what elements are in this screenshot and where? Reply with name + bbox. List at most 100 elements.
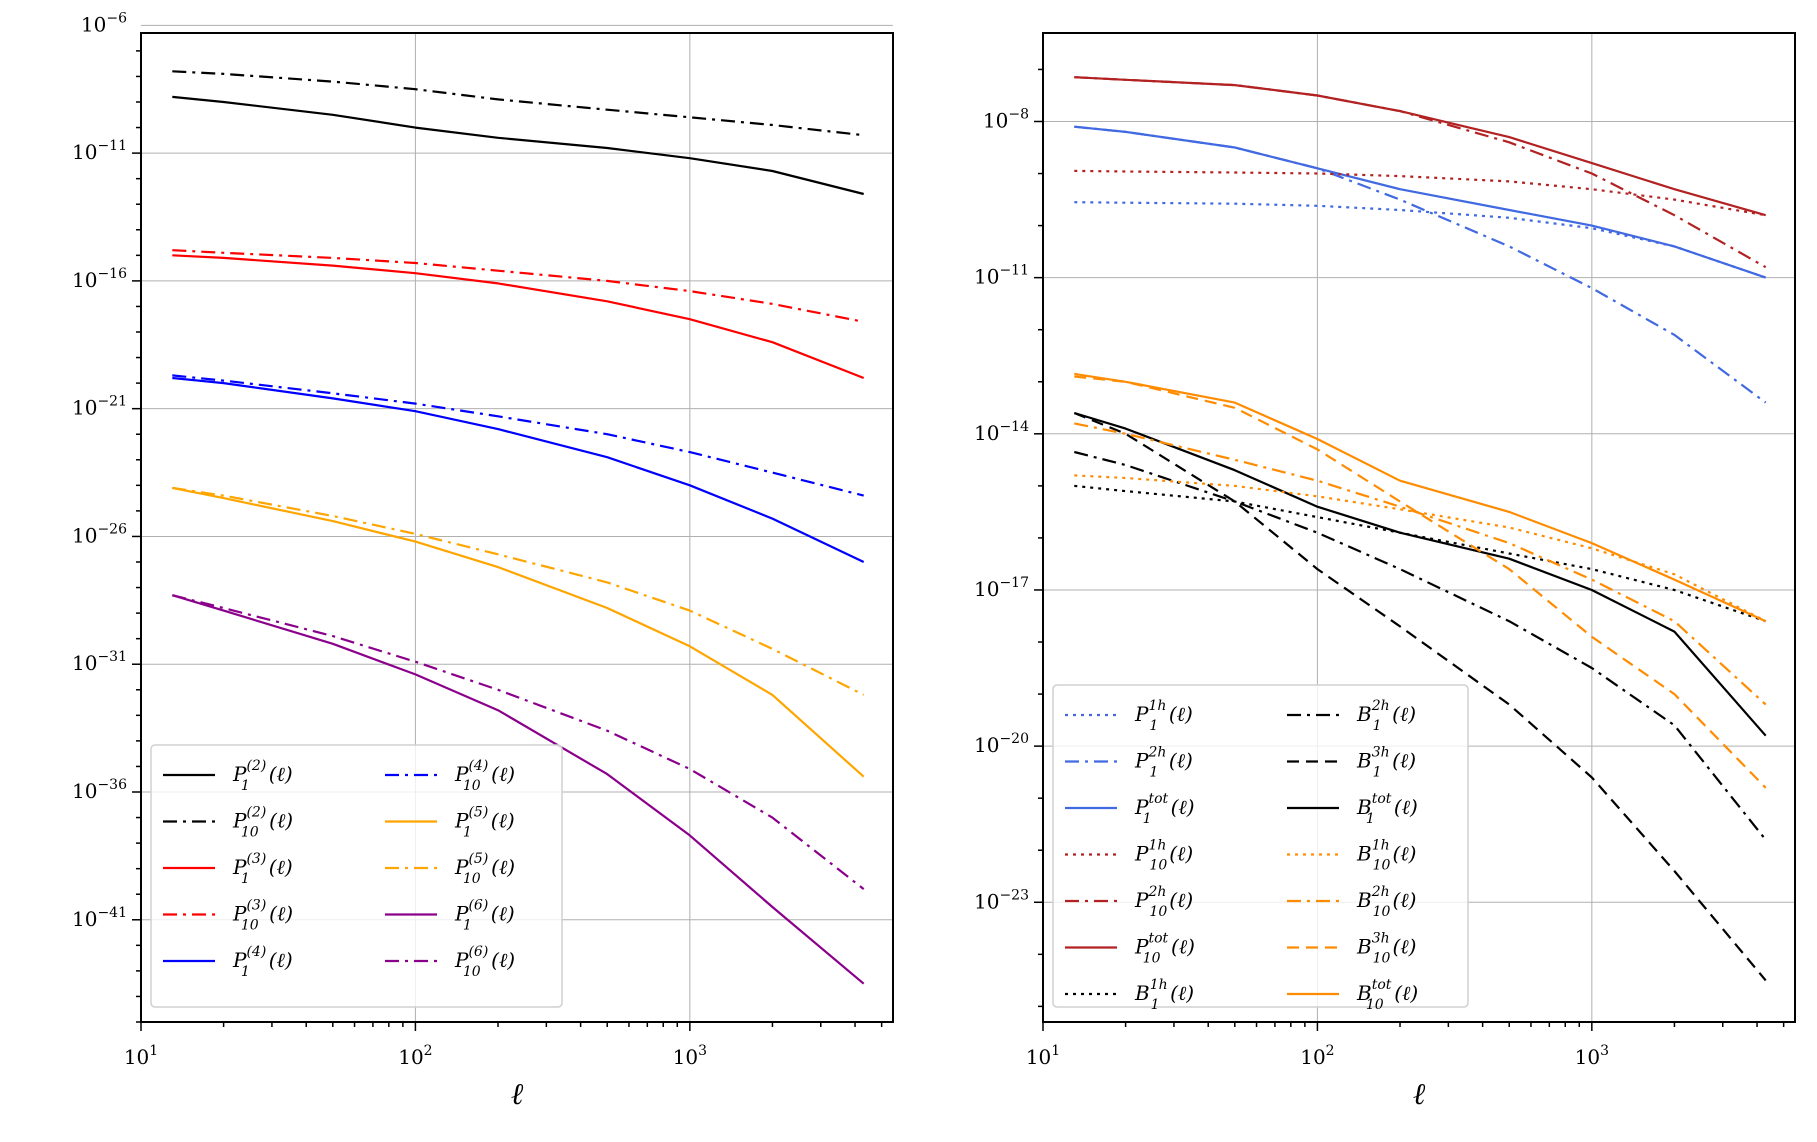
legend-label: B1h 10 (ℓ) (1356, 838, 1416, 874)
y-tick-label: 10−41 (72, 905, 127, 931)
x-tick-label: 101 (1026, 1043, 1060, 1069)
legend-item-P1_tot: Ptot 1 (ℓ) (1065, 791, 1195, 827)
series-line-P1_5 (172, 486, 865, 778)
y-tick-label: 10−16 (72, 266, 127, 292)
legend: P(2) 1 (ℓ) P(2) 10 (ℓ) P(3) 1 (ℓ) P(3) 10 (ℓ) P(4) 1(… (150, 744, 563, 1008)
legend-label: Ptot 1 (ℓ) (1134, 791, 1195, 827)
chart-panel-right: 101 102 103 10−8 10−11 10−14 10−17 10−20 10−23 ℓ P… (974, 32, 1796, 1112)
x-tick-label: 102 (1300, 1043, 1334, 1069)
legend-label: P(3) 10 (ℓ) (232, 898, 293, 934)
legend-label: P(4) 10 (ℓ) (454, 758, 515, 794)
y-tick-label: 10−36 (72, 777, 127, 803)
series-line-P10_4 (172, 374, 864, 497)
legend-box (150, 744, 563, 1008)
y-tick-label: 10−8 (983, 106, 1029, 132)
legend-item-P1_1h: P1h 1 (ℓ) (1065, 698, 1193, 734)
series-line-P10_tot (1074, 76, 1767, 217)
legend-item-P10_5: P(5) 10 (ℓ) (385, 851, 515, 887)
series-line-B10_3h (1074, 375, 1767, 789)
series-group (1073, 76, 1767, 982)
legend-label: P(5) 1 (ℓ) (454, 805, 515, 841)
series-line-P10_3 (172, 249, 864, 323)
series-line-B1_1h (1074, 484, 1767, 623)
x-tick-label: 102 (398, 1043, 432, 1069)
legend-label: P(4) 1 (ℓ) (232, 944, 293, 980)
legend-item-P10_2h: P2h 10 (ℓ) (1065, 884, 1193, 920)
legend-label: P1h 1 (ℓ) (1134, 698, 1193, 734)
legend-item-B1_tot: Btot 1 (ℓ) (1287, 791, 1418, 827)
legend-item-P10_4: P(4) 10 (ℓ) (385, 758, 515, 794)
legend-label: Btot 1 (ℓ) (1356, 791, 1418, 827)
plot-frame (1042, 32, 1796, 1023)
legend-label: B1h 1 (ℓ) (1134, 977, 1194, 1013)
legend-label: P2h 1 (ℓ) (1134, 745, 1193, 781)
y-tick-label: 10−26 (72, 521, 127, 547)
series-line-P10_5 (172, 486, 865, 696)
legend-item-P1_5: P(5) 1 (ℓ) (385, 805, 515, 841)
series-line-B10_1h (1074, 474, 1767, 623)
x-tick-label: 103 (673, 1043, 707, 1069)
legend-item-P10_2: P(2) 10 (ℓ) (163, 805, 293, 841)
legend-item-P1_2h: P2h 1 (ℓ) (1065, 745, 1193, 781)
legend-label: P2h 10 (ℓ) (1134, 884, 1193, 920)
series-line-P1_2h (1074, 125, 1767, 404)
series-line-P1_2 (172, 95, 864, 196)
legend-item-B10_3h: B3h 10 (ℓ) (1287, 931, 1416, 967)
legend-item-B10_1h: B1h 10 (ℓ) (1287, 838, 1416, 874)
plot-frame (140, 32, 894, 1023)
series-line-P10_6 (172, 594, 865, 890)
x-axis-title: ℓ (511, 1077, 524, 1112)
legend-label: B2h 10 (ℓ) (1356, 884, 1416, 920)
legend-label: B3h 1 (ℓ) (1356, 745, 1416, 781)
x-tick-label: 101 (124, 1043, 158, 1069)
legend-label: P(6) 1 (ℓ) (454, 898, 515, 934)
series-line-B1_2h (1074, 450, 1767, 841)
series-line-P1_tot (1074, 125, 1767, 279)
legend-item-P1_3: P(3) 1 (ℓ) (163, 851, 293, 887)
legend-label: Btot 10 (ℓ) (1356, 977, 1418, 1013)
legend-item-P10_6: P(6) 10 (ℓ) (385, 944, 515, 980)
series-line-P10_2 (172, 70, 864, 137)
y-tick-label: 10−31 (72, 649, 127, 675)
legend-label: B3h 10 (ℓ) (1356, 931, 1416, 967)
series-line-P10_2h (1074, 76, 1767, 269)
series-group (171, 70, 865, 985)
y-tick-label: 10−20 (974, 731, 1029, 757)
legend-item-B1_2h: B2h 1 (ℓ) (1287, 698, 1416, 734)
series-line-B1_3h (1073, 411, 1767, 982)
chart-panel-left: 101 102 103 10−6 10−11 10−16 10−21 10−26 10−31 10… (72, 10, 894, 1112)
legend-item-P1_2: P(2) 1 (ℓ) (163, 758, 293, 794)
y-tick-label: 10−14 (974, 419, 1029, 445)
series-line-P1_3 (172, 254, 865, 380)
series-line-P1_4 (172, 376, 865, 563)
legend-item-B10_2h: B2h 10 (ℓ) (1287, 884, 1416, 920)
legend-item-P1_4: P(4) 1 (ℓ) (163, 944, 293, 980)
legend-item-B10_tot: Btot 10 (ℓ) (1287, 977, 1418, 1013)
legend-box (1052, 684, 1469, 1008)
y-tick-label: 10−17 (974, 575, 1029, 601)
legend-label: P(2) 1 (ℓ) (232, 758, 293, 794)
legend-label: Ptot 10 (ℓ) (1134, 931, 1195, 967)
legend-item-P10_1h: P1h 10 (ℓ) (1065, 838, 1193, 874)
y-tick-label: 10−11 (974, 263, 1029, 289)
y-tick-label: 10−23 (974, 887, 1029, 913)
legend-item-P10_tot: Ptot 10 (ℓ) (1065, 931, 1195, 967)
legend-item-P10_3: P(3) 10 (ℓ) (163, 898, 293, 934)
legend-label: B2h 1 (ℓ) (1356, 698, 1416, 734)
legend-item-B1_3h: B3h 1 (ℓ) (1287, 745, 1416, 781)
x-tick-label: 103 (1575, 1043, 1609, 1069)
legend-label: P(6) 10 (ℓ) (454, 944, 515, 980)
legend-label: P(3) 1 (ℓ) (232, 851, 293, 887)
legend-item-B1_1h: B1h 1 (ℓ) (1065, 977, 1194, 1013)
series-line-P1_6 (171, 594, 865, 985)
series-line-P1_1h (1074, 201, 1767, 279)
legend-label: P1h 10 (ℓ) (1134, 838, 1193, 874)
x-axis-title: ℓ (1413, 1077, 1426, 1112)
y-tick-label: 10−6 (81, 10, 127, 36)
legend-label: P(5) 10 (ℓ) (454, 851, 515, 887)
y-tick-label: 10−11 (72, 138, 127, 164)
legend-label: P(2) 10 (ℓ) (232, 805, 293, 841)
series-line-B10_2h (1074, 422, 1767, 706)
y-tick-label: 10−21 (72, 394, 127, 420)
